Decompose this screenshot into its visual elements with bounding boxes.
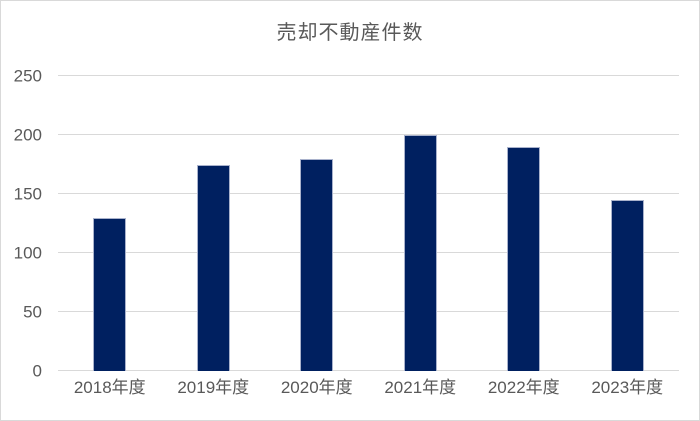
plot-area xyxy=(58,75,679,371)
x-tick-label: 2018年度 xyxy=(73,378,146,397)
bar-2019年度 xyxy=(196,164,230,371)
gridline xyxy=(58,134,679,135)
y-tick-label: 250 xyxy=(13,66,42,86)
chart-title: 売却不動産件数 xyxy=(276,22,424,44)
y-axis-labels: 0 50 100 150 200 250 xyxy=(1,68,42,380)
y-tick-label: 50 xyxy=(23,302,42,322)
bar-2023年度 xyxy=(610,199,644,371)
x-tick-label: 2019年度 xyxy=(177,378,250,397)
x-tick-label: 2020年度 xyxy=(280,378,353,397)
gridline xyxy=(58,75,679,76)
x-axis-labels: 2018年度 2019年度 2020年度 2021年度 2022年度 2023年度 xyxy=(58,377,679,401)
bar-2021年度 xyxy=(403,135,437,371)
bar-2022年度 xyxy=(507,146,541,371)
gridline xyxy=(58,370,679,371)
bar-2020年度 xyxy=(300,158,334,371)
x-tick-label: 2022年度 xyxy=(487,378,560,397)
gridline xyxy=(58,193,679,194)
y-tick-label: 100 xyxy=(13,243,42,263)
bar-2018年度 xyxy=(93,217,127,371)
y-tick-label: 200 xyxy=(13,125,42,145)
x-tick-label: 2023年度 xyxy=(591,378,664,397)
gridline xyxy=(58,311,679,312)
y-tick-label: 0 xyxy=(32,361,42,381)
y-tick-label: 150 xyxy=(13,184,42,204)
x-tick-label: 2021年度 xyxy=(384,378,457,397)
gridline xyxy=(58,252,679,253)
